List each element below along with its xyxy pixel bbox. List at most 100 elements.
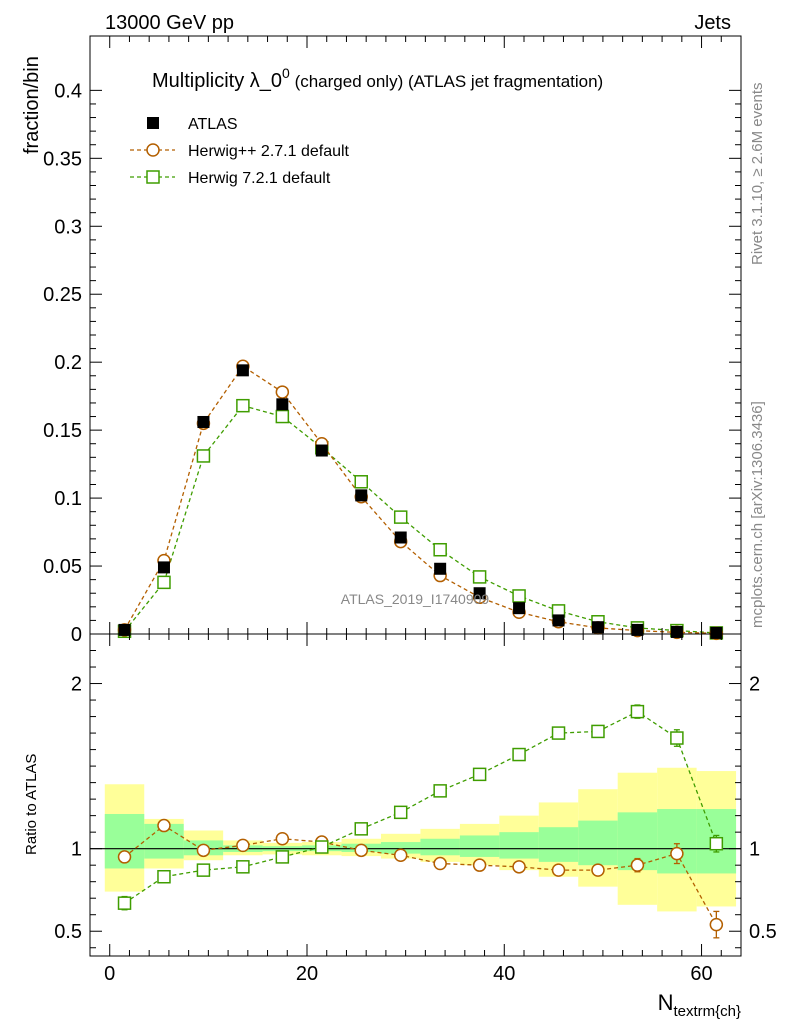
plot-title-rest: (charged only) (ATLAS jet fragmentation) [290, 72, 603, 91]
main-point-atlas [157, 561, 170, 574]
plot-title: Multiplicity λ_00 (charged only) (ATLAS … [152, 65, 603, 92]
ratio-point-herwig7 [551, 726, 566, 740]
legend-label-herwig7: Herwig 7.2.1 default [188, 170, 331, 187]
main-point-atlas [670, 625, 683, 638]
main-point-atlas [710, 626, 723, 639]
legend-entry-herwigpp: Herwig++ 2.7.1 default [130, 143, 350, 160]
ratio-y-tick-label-right: 2 [749, 674, 760, 696]
plot-title-superscript: 0 [282, 65, 290, 81]
ratio-point-herwigpp [551, 863, 566, 877]
ratio-point-herwigpp [236, 838, 250, 853]
ratio-y-tick-label-left: 1 [71, 839, 82, 861]
header-left-label: 13000 GeV pp [105, 12, 234, 34]
ratio-point-herwigpp [670, 846, 684, 861]
main-point-atlas [197, 415, 210, 428]
legend-label-herwigpp: Herwig++ 2.7.1 default [188, 143, 350, 160]
ratio-point-herwigpp [630, 858, 645, 872]
ratio-point-herwig7 [670, 731, 684, 745]
ratio-point-herwig7 [512, 747, 526, 762]
ratio-point-herwig7 [591, 724, 605, 739]
main-point-herwig7 [196, 449, 211, 463]
main-point-atlas [631, 623, 644, 636]
legend-marker-herwig7 [146, 170, 160, 184]
x-axis-label-sub: textrm{ch} [673, 1003, 741, 1020]
x-axis-label: Ntextrm{ch} [658, 990, 741, 1020]
ratio-point-herwigpp [472, 858, 487, 872]
ratio-y-tick-label-left: 2 [71, 674, 82, 696]
main-point-herwig7 [512, 589, 526, 603]
ratio-y-tick-label-right: 1 [749, 839, 760, 861]
ratio-plot-panel: 0.5 0.5 1 1 2 2 0 20 40 60 [54, 633, 777, 985]
watermark-label: ATLAS_2019_I1740909 [341, 591, 490, 607]
main-point-atlas [513, 602, 526, 615]
header-right-label: Jets [694, 12, 731, 34]
ratio-point-herwig7 [433, 784, 447, 798]
ratio-point-herwigpp [393, 848, 408, 863]
main-point-atlas [118, 623, 131, 636]
x-tick-label: 60 [690, 963, 712, 985]
ratio-point-herwigpp [157, 818, 171, 833]
ratio-stat-uncertainty-band [538, 827, 579, 862]
main-y-tick-label: 0.3 [54, 216, 82, 238]
main-point-atlas [434, 562, 447, 575]
main-point-atlas [355, 489, 368, 502]
main-y-tick-label: 0.2 [54, 352, 82, 374]
x-tick-label: 20 [296, 963, 318, 985]
main-y-tick-label: 0 [71, 624, 82, 646]
ratio-point-herwig7 [275, 850, 290, 864]
main-point-atlas [552, 614, 565, 627]
main-point-atlas [315, 444, 328, 457]
ratio-plot-frame [89, 633, 742, 957]
ratio-stat-uncertainty-band [420, 838, 460, 856]
legend-entry-atlas: ATLAS [147, 116, 238, 133]
main-point-herwig7 [236, 398, 250, 413]
main-point-atlas [591, 621, 604, 634]
legend-entry-herwig7: Herwig 7.2.1 default [130, 170, 331, 187]
ratio-point-herwig7 [354, 822, 368, 836]
ratio-point-herwigpp [512, 860, 526, 874]
main-point-atlas [394, 531, 407, 544]
ratio-point-herwigpp [196, 843, 211, 858]
ratio-point-herwigpp [709, 917, 724, 932]
main-line-herwigpp [123, 365, 717, 634]
legend: ATLAS Herwig++ 2.7.1 default Herwig 7.2.… [130, 116, 350, 187]
main-point-atlas [276, 398, 289, 411]
main-line-herwig7 [124, 404, 717, 634]
ratio-line-herwigpp [124, 824, 717, 925]
main-y-axis-label: fraction/bin [21, 56, 43, 154]
rivet-label: Rivet 3.1.10, ≥ 2.6M events [749, 83, 766, 266]
x-tick-label: 0 [104, 963, 115, 985]
main-y-tick-label: 0.35 [43, 148, 82, 170]
ratio-point-herwig7 [472, 767, 487, 782]
legend-label-atlas: ATLAS [188, 116, 238, 133]
ratio-point-herwig7 [709, 836, 724, 851]
ratio-point-herwig7 [315, 840, 329, 854]
ratio-line-herwig7 [124, 710, 717, 904]
ratio-point-herwigpp [433, 856, 447, 871]
main-point-herwig7 [393, 510, 408, 524]
ratio-stat-uncertainty-band [459, 835, 500, 857]
main-point-herwigpp [275, 385, 290, 399]
ratio-y-axis-label: Ratio to ATLAS [23, 754, 40, 855]
ratio-stat-uncertainty-band [499, 832, 539, 859]
ratio-stat-uncertainty-band [380, 842, 421, 854]
ratio-point-herwigpp [354, 843, 368, 858]
ratio-point-herwigpp [117, 850, 132, 864]
main-y-tick-label: 0.15 [43, 420, 82, 442]
main-y-tick-label: 0.1 [54, 488, 82, 510]
ratio-y-tick-label-left: 0.5 [54, 921, 82, 943]
main-y-tick-label: 0.25 [43, 284, 82, 306]
ratio-point-herwigpp [275, 832, 290, 846]
ratio-point-herwig7 [196, 863, 211, 877]
ratio-point-herwig7 [630, 704, 645, 719]
main-point-atlas [473, 587, 486, 600]
main-point-herwig7 [433, 542, 447, 557]
mcplots-label: mcplots.cern.ch [arXiv:1306.3436] [749, 401, 766, 628]
main-point-herwig7 [354, 475, 368, 489]
main-point-atlas [236, 364, 249, 377]
ratio-point-herwig7 [157, 869, 171, 884]
x-tick-label: 40 [493, 963, 515, 985]
ratio-point-herwigpp [591, 863, 605, 877]
main-point-herwig7 [275, 409, 290, 424]
